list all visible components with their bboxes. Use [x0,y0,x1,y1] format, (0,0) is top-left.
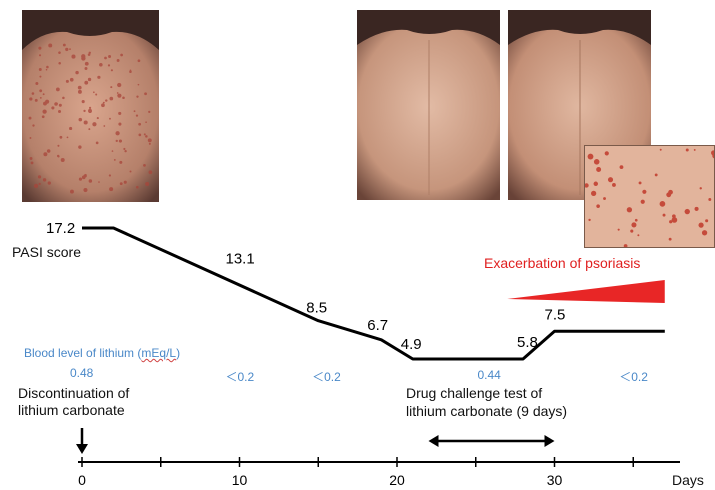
x-tick-label: 0 [78,472,86,488]
pasi-line [82,226,665,361]
lithium-levels: 0.48 ＜0.2 ＜0.2 0.44 ＜0.2 [70,366,648,384]
lithium-title-unit: mEq/L [141,346,177,360]
lithium-title-suffix: ) [176,346,181,360]
pasi-value-label: 4.9 [401,336,422,353]
back-photo-after [357,10,500,200]
pasi-value-label: 6.7 [367,317,388,334]
lithium-level-value: ＜0.2 [312,370,341,384]
exacerbation-wedge [507,280,665,303]
back-photo-before-graphic [22,10,159,202]
lithium-level-value: 0.44 [478,368,502,382]
skin-closeup-graphic [585,146,714,247]
challenge-label: Drug challenge test of lithium carbonate… [406,385,568,419]
x-axis-ticks: 0 10 20 30 [78,457,634,488]
pasi-score-label: PASI score [12,244,81,260]
pasi-value-label: 8.5 [306,300,327,317]
lithium-title-prefix: Blood level of lithium ( [24,346,142,360]
back-photo-after-graphic [357,10,500,200]
x-tick-label: 10 [232,472,248,488]
discontinuation-label: Discontinuation of lithium carbonate [18,385,130,418]
point-labels: 17.2 13.1 8.5 6.7 4.9 5.8 7.5 [46,220,565,353]
lithium-level-value: ＜0.2 [226,370,255,384]
back-photo-before [22,10,159,202]
x-tick-label: 20 [389,472,405,488]
lithium-level-value: ＜0.2 [619,370,648,384]
pasi-value-label: 5.8 [517,334,538,351]
skin-closeup [584,145,715,248]
discontinuation-arrow [76,428,88,454]
pasi-value-label: 17.2 [46,220,75,237]
pasi-value-label: 7.5 [545,306,566,323]
x-axis-label: Days [672,472,704,488]
lithium-title: Blood level of lithium (mEq/L) [24,346,180,360]
x-tick-label: 30 [547,472,563,488]
pasi-value-label: 13.1 [226,251,255,268]
lithium-level-value: 0.48 [70,366,94,380]
challenge-arrow [428,435,555,447]
exacerbation-label: Exacerbation of psoriasis [484,255,641,271]
